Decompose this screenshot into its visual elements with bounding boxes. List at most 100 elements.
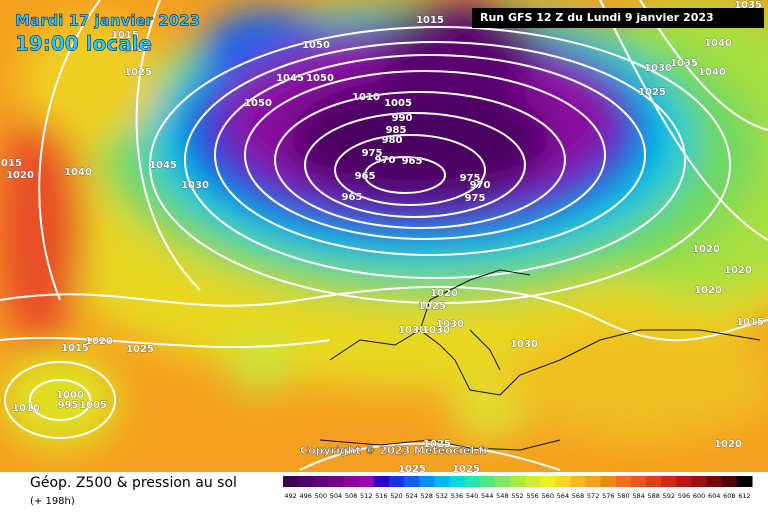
colorbar-label: 548 <box>496 492 508 500</box>
isobar-label: 1045 <box>149 160 177 171</box>
colorbar-label: 516 <box>375 492 387 500</box>
isobars <box>0 0 768 471</box>
colorbar-swatch <box>313 476 329 487</box>
colorbar-label: 560 <box>542 492 554 500</box>
isobar-label: 1050 <box>244 98 272 109</box>
colorbar-swatch <box>434 476 450 487</box>
isobar-label: 1025 <box>638 87 666 98</box>
colorbar-label: 580 <box>617 492 629 500</box>
isobar-label: 1020 <box>6 170 34 181</box>
colorbar-swatch <box>404 476 420 487</box>
colorbar-label: 556 <box>526 492 538 500</box>
colorbar-swatch <box>661 476 677 487</box>
run-box <box>472 8 764 28</box>
colorbar-swatch <box>646 476 662 487</box>
colorbar-label: 608 <box>723 492 735 500</box>
isobar-label: 1030 <box>398 325 426 336</box>
isobar-label: 1030 <box>644 63 672 74</box>
colorbar-swatch <box>298 476 314 487</box>
colorbar-label: 596 <box>678 492 690 500</box>
colorbar-label: 584 <box>632 492 644 500</box>
isobar-label: 1015 <box>0 158 22 169</box>
colorbar-label: 500 <box>315 492 327 500</box>
isobar-label: 1010 <box>12 403 40 414</box>
colorbar-swatch <box>600 476 617 487</box>
isobar-label: 1020 <box>430 288 458 299</box>
colorbar-label: 544 <box>481 492 493 500</box>
colorbar-swatch <box>570 476 587 487</box>
colorbar-label: 540 <box>466 492 478 500</box>
isobar-label: 1020 <box>692 244 720 255</box>
isobar-label: 1020 <box>724 265 752 276</box>
colorbar-swatch <box>540 476 556 487</box>
isobar-label: 1020 <box>85 336 113 347</box>
colorbar-label: 496 <box>299 492 311 500</box>
colorbar-label: 492 <box>284 492 296 500</box>
colorbar-swatch <box>494 476 511 487</box>
isobar-label: 965 <box>342 192 363 203</box>
colorbar-label: 576 <box>602 492 614 500</box>
isobar-label: 1045 <box>276 73 304 84</box>
colorbar-swatch <box>343 476 360 487</box>
colorbar-label: 532 <box>436 492 448 500</box>
copyright: Copyright © 2023 Meteociel.fr <box>300 444 489 457</box>
isobar-label: 970 <box>375 155 396 166</box>
colorbar-label: 564 <box>557 492 569 500</box>
isobar-label: 1025 <box>398 464 426 475</box>
isobar-label: 1025 <box>418 301 446 312</box>
map-field <box>0 0 768 472</box>
isobar-label: 1020 <box>714 439 742 450</box>
forecast-lead: (+ 198h) <box>30 496 75 507</box>
isobar-label: 980 <box>382 135 403 146</box>
isobar-label: 1005 <box>79 400 107 411</box>
isobar-label: 1030 <box>436 319 464 330</box>
colorbar-label: 592 <box>663 492 675 500</box>
colorbar-label: 552 <box>511 492 523 500</box>
colorbar-swatch <box>630 476 647 487</box>
colorbar-label: 600 <box>693 492 705 500</box>
isobar-label: 1025 <box>452 464 480 475</box>
forecast-time: 19:00 locale <box>15 32 152 56</box>
colorbar-swatch <box>555 476 571 487</box>
isobar-label: 975 <box>460 173 481 184</box>
isobar-label: 1005 <box>384 98 412 109</box>
colorbar-swatch <box>464 476 481 487</box>
colorbar-label: 528 <box>421 492 433 500</box>
colorbar-swatch <box>615 476 632 487</box>
colorbar-swatch <box>676 476 692 487</box>
forecast-date: Mardi 17 janvier 2023 <box>15 12 200 30</box>
colorbar: 492 496 500 504 508 512 516 520 524 528 532 536 540 5… <box>283 476 753 500</box>
isobar-label: 1020 <box>694 285 722 296</box>
isobar-label: 965 <box>402 156 423 167</box>
colorbar-label: 536 <box>451 492 463 500</box>
isobar-label: 1030 <box>422 325 450 336</box>
colorbar-label: 504 <box>330 492 342 500</box>
isobar-label: 1025 <box>124 67 152 78</box>
isobar-label: 995 <box>58 400 79 411</box>
colorbar-swatch <box>373 476 390 487</box>
colorbar-label: 572 <box>587 492 599 500</box>
isobar-label: 1035 <box>670 58 698 69</box>
isobar-label: 970 <box>470 180 491 191</box>
footer-title: Géop. Z500 & pression au sol <box>30 475 237 491</box>
isobar-label: 1040 <box>698 67 726 78</box>
colorbar-swatch <box>358 476 375 487</box>
isobar-label: 975 <box>465 193 486 204</box>
coastlines <box>319 269 761 451</box>
colorbar-swatch <box>283 476 299 487</box>
colorbar-swatch <box>721 476 738 487</box>
colorbar-label: 508 <box>345 492 357 500</box>
colorbar-label: 612 <box>738 492 750 500</box>
run-info: Run GFS 12 Z du Lundi 9 janvier 2023 <box>480 11 714 24</box>
isobar-label: 1000 <box>56 390 84 401</box>
colorbar-swatch <box>691 476 708 487</box>
isobar-label: 985 <box>386 125 407 136</box>
colorbar-label: 512 <box>360 492 372 500</box>
colorbar-swatch <box>736 476 753 487</box>
colorbar-swatch <box>419 476 435 487</box>
colorbar-swatch <box>328 476 345 487</box>
colorbar-swatch <box>585 476 602 487</box>
isobar-label: 1050 <box>306 73 334 84</box>
